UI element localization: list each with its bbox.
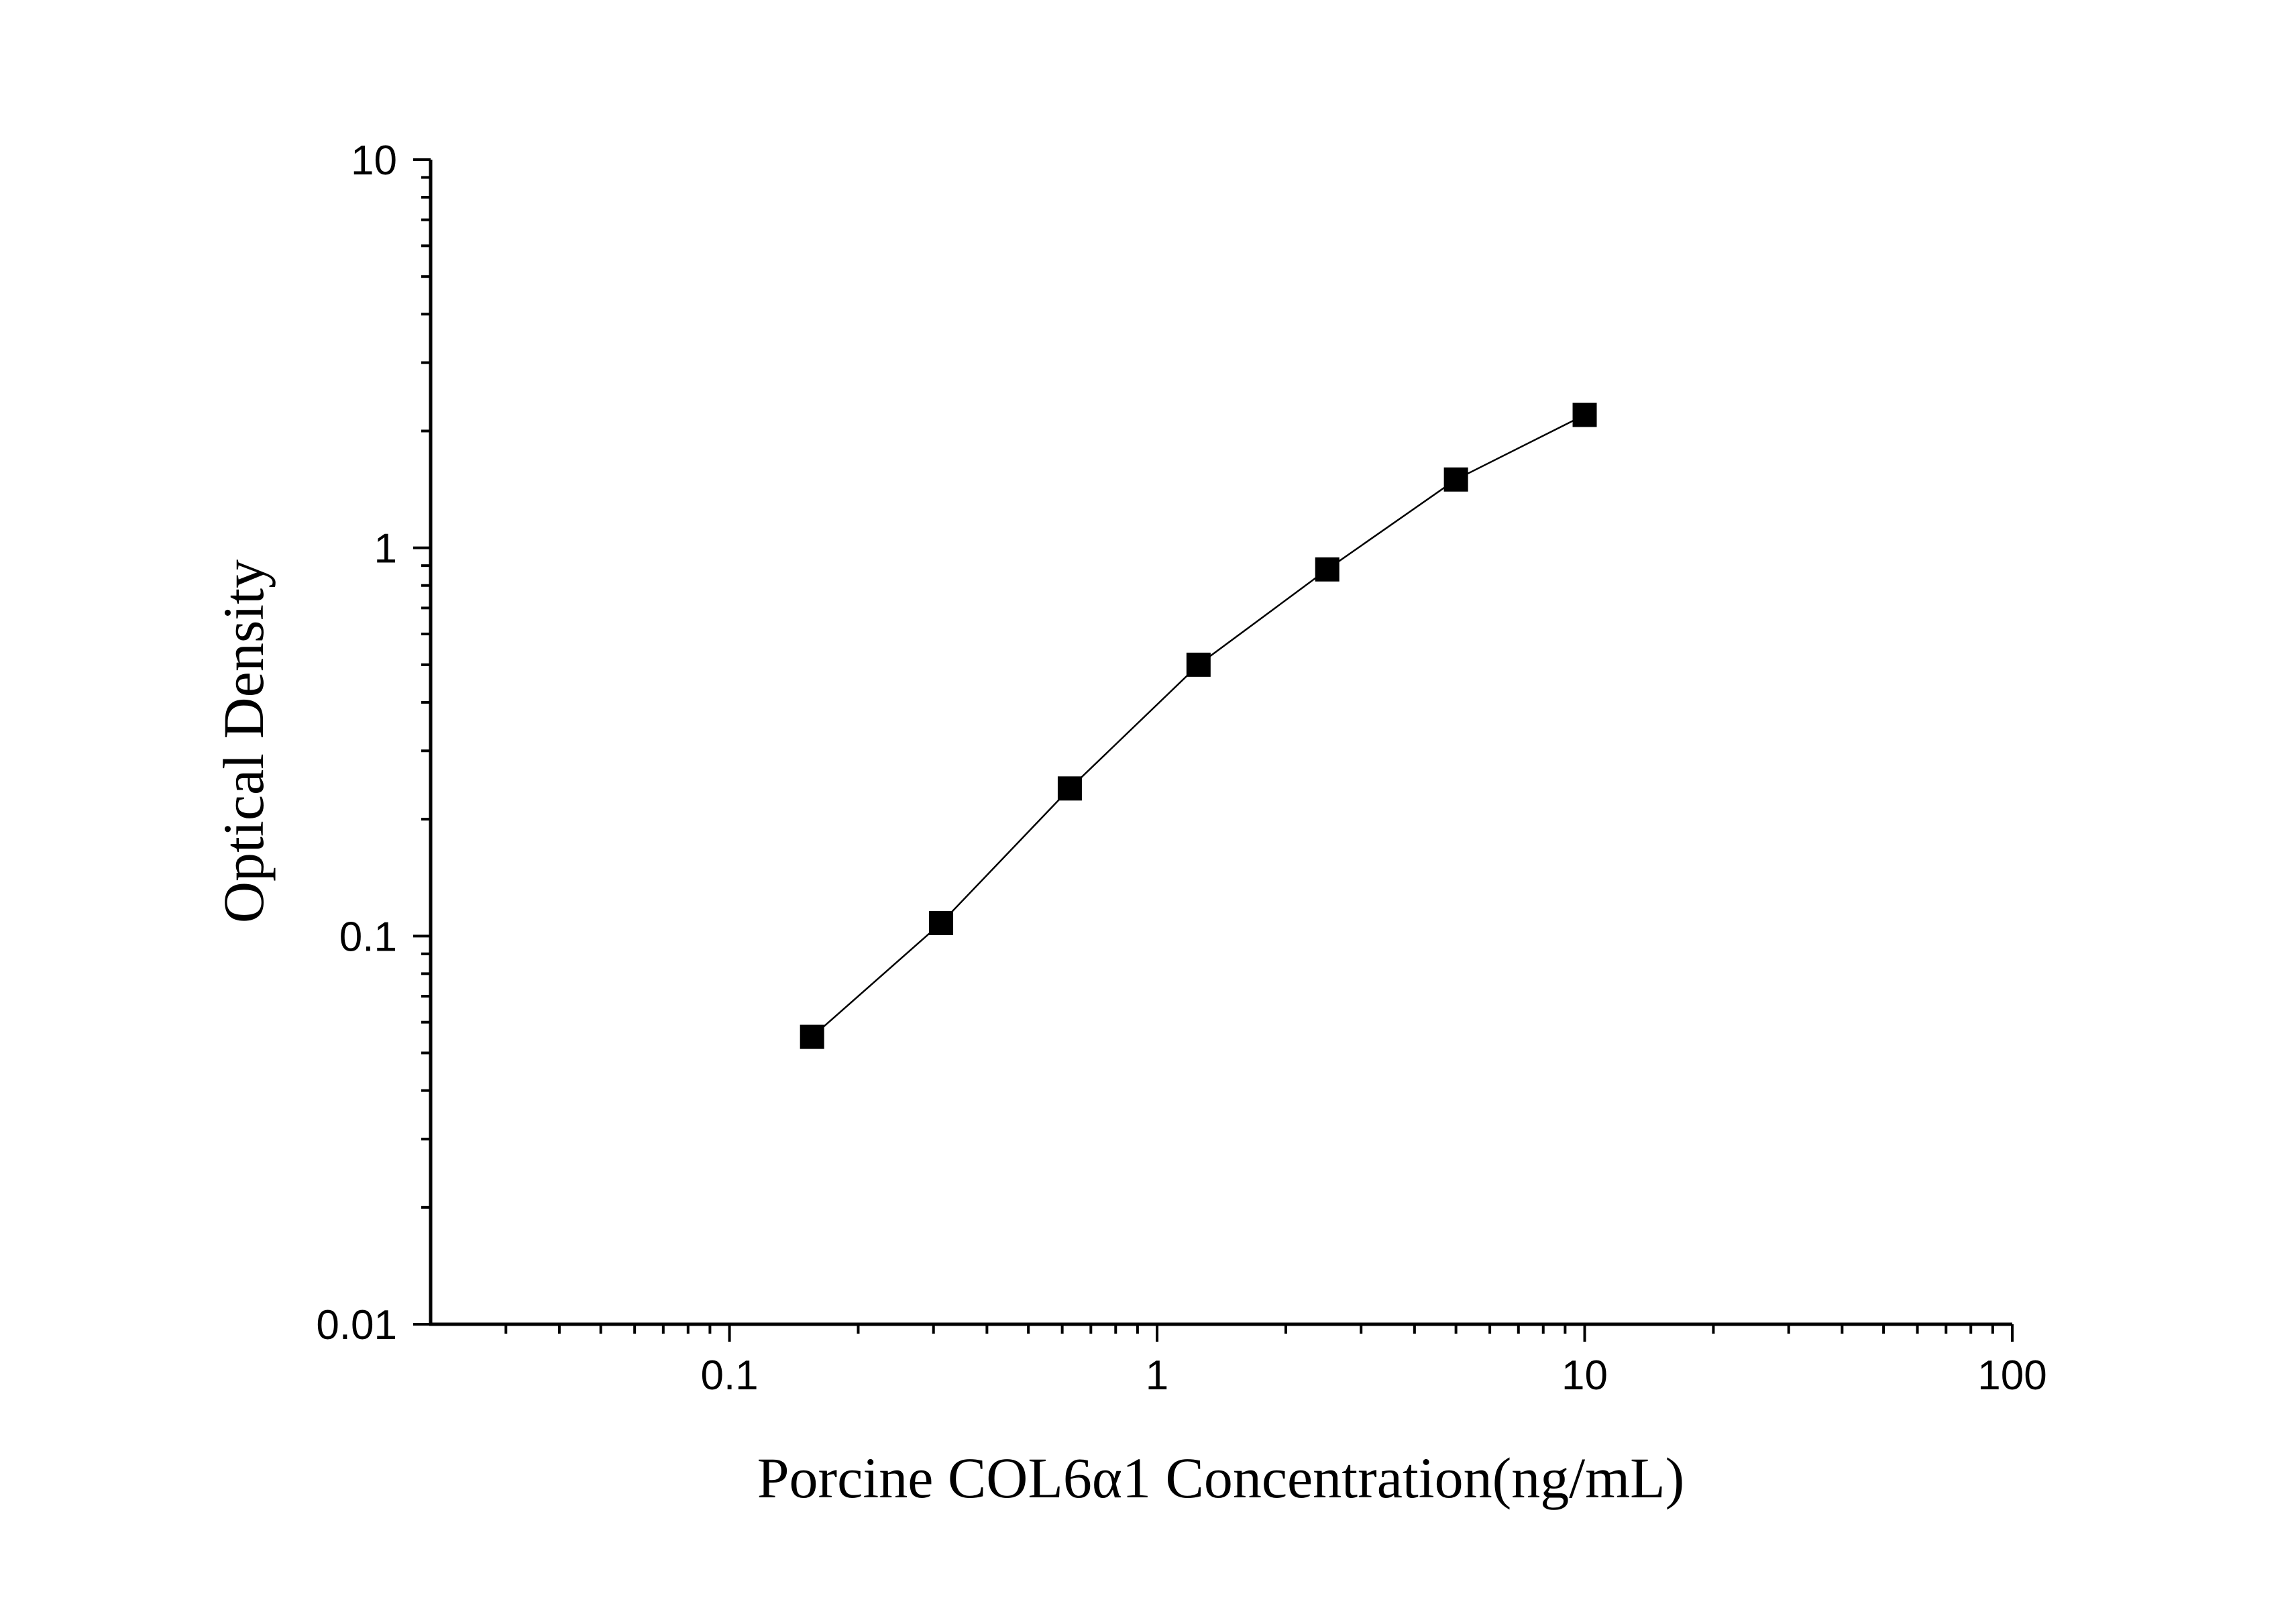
x-axis-title: Porcine COL6α1 Concentration(ng/mL): [757, 1446, 1685, 1510]
y-tick-label: 0.01: [316, 1302, 397, 1348]
data-point: [1572, 403, 1597, 427]
data-point: [1186, 652, 1211, 677]
data-point: [1443, 467, 1468, 492]
x-tick-label: 0.1: [700, 1352, 758, 1399]
y-tick-label: 1: [374, 526, 397, 572]
y-tick-label: 10: [351, 138, 397, 184]
data-point: [1315, 557, 1340, 582]
data-point: [929, 910, 954, 935]
y-tick-label: 0.1: [339, 914, 397, 960]
data-point: [1057, 776, 1082, 801]
x-tick-label: 10: [1562, 1352, 1608, 1399]
x-tick-label: 100: [1977, 1352, 2046, 1399]
y-axis-title: Optical Density: [211, 559, 276, 923]
x-tick-label: 1: [1146, 1352, 1168, 1399]
data-point: [800, 1024, 824, 1049]
